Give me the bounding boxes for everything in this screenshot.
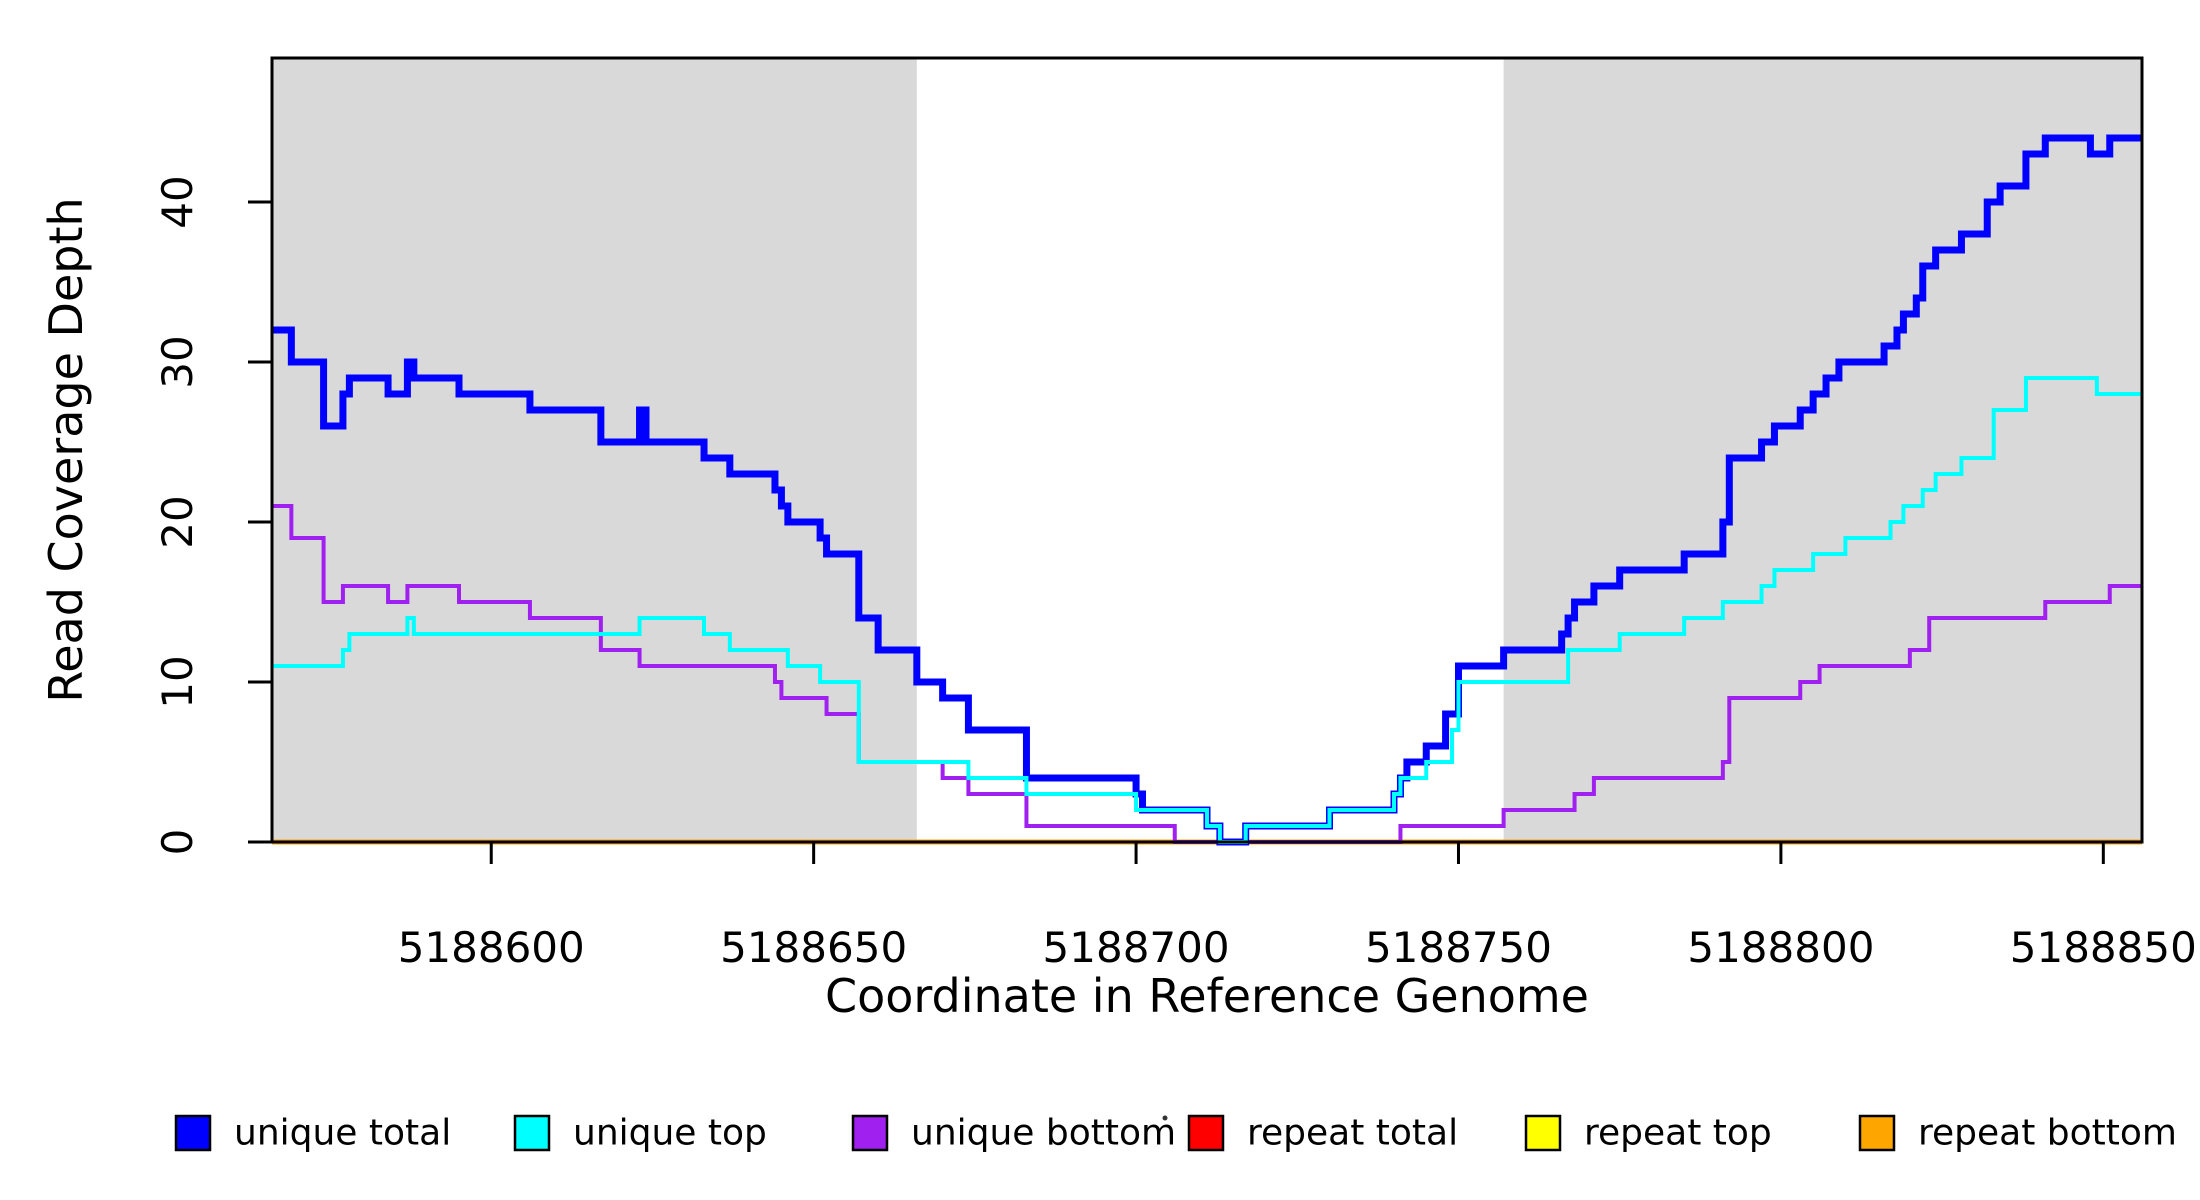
shaded-region-2	[1503, 58, 2142, 842]
legend-label-repeat-top: repeat top	[1584, 1113, 1772, 1154]
x-tick-label: 5188600	[398, 923, 585, 972]
y-axis: 0 10 20 30 40	[153, 175, 272, 855]
x-tick-label: 5188850	[2010, 923, 2197, 972]
legend: unique total unique top unique bottom repea…	[174, 1113, 2177, 1154]
legend-swatch-repeat-bottom	[1858, 1114, 1896, 1152]
legend-swatch-unique-total	[174, 1114, 212, 1152]
legend-item-unique-top: unique top	[513, 1113, 767, 1154]
legend-label-repeat-total: repeat total	[1247, 1113, 1458, 1154]
shaded-region-1	[272, 58, 917, 842]
legend-item-repeat-top: repeat top	[1524, 1113, 1772, 1154]
series-line-unique-bottom	[272, 504, 2142, 844]
legend-label-unique-top: unique top	[573, 1113, 767, 1154]
x-tick-label: 5188750	[1365, 923, 1552, 972]
series-line-unique-top	[272, 376, 2142, 844]
legend-item-repeat-total: repeat total	[1187, 1113, 1458, 1154]
legend-label-unique-bottom: unique bottom	[911, 1113, 1176, 1154]
legend-swatch-unique-top	[513, 1114, 551, 1152]
shaded-regions	[272, 58, 2142, 842]
y-tick-label: 40	[153, 175, 202, 228]
y-tick-label: 30	[153, 335, 202, 388]
legend-swatch-repeat-total	[1187, 1114, 1225, 1152]
legend-label-repeat-bottom: repeat bottom	[1918, 1113, 2177, 1154]
legend-swatch-repeat-top	[1524, 1114, 1562, 1152]
stray-dot	[1162, 1115, 1168, 1121]
plot-box	[270, 56, 2144, 844]
legend-label-unique-total: unique total	[234, 1113, 451, 1154]
x-tick-label: 5188650	[720, 923, 907, 972]
y-tick-label: 20	[153, 495, 202, 548]
y-tick-label: 0	[153, 829, 202, 856]
x-axis: 5188600 5188650 5188700 5188750 5188800 51888…	[398, 842, 2197, 972]
x-tick-label: 5188700	[1043, 923, 1230, 972]
x-tick-label: 5188800	[1687, 923, 1874, 972]
legend-item-unique-bottom: unique bottom	[851, 1113, 1176, 1154]
legend-swatch-unique-bottom	[851, 1114, 889, 1152]
x-axis-title: Coordinate in Reference Genome	[825, 969, 1589, 1023]
y-tick-label: 10	[153, 655, 202, 708]
legend-item-unique-total: unique total	[174, 1113, 451, 1154]
legend-item-repeat-bottom: repeat bottom	[1858, 1113, 2177, 1154]
y-axis-title: Read Coverage Depth	[39, 197, 93, 702]
